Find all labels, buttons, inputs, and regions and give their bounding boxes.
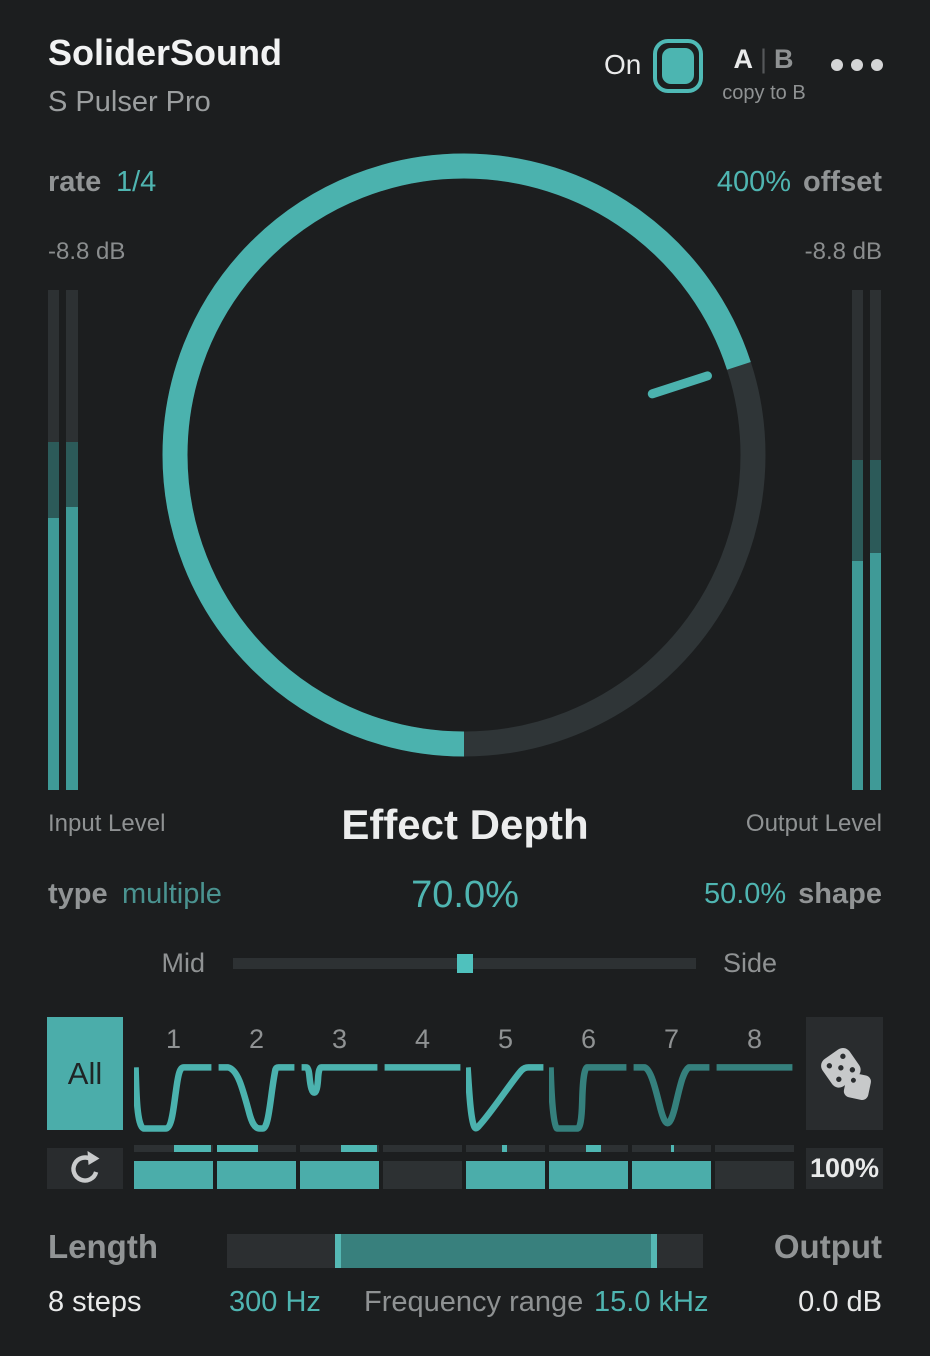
menu-button[interactable]: [831, 59, 883, 71]
step-mini-slider[interactable]: [383, 1145, 462, 1152]
rate-value[interactable]: 1/4: [116, 166, 157, 198]
dice-icon: [820, 1047, 871, 1100]
output-gain-value[interactable]: 0.0 dB: [798, 1286, 882, 1318]
output-meter-label: Output Level: [745, 810, 882, 837]
shape-control: 50.0% shape: [704, 878, 882, 911]
step-mini-slider[interactable]: [715, 1145, 794, 1152]
knob-arc: [162, 153, 766, 757]
all-steps-button[interactable]: All: [47, 1017, 123, 1130]
rate-label: rate: [48, 166, 102, 198]
offset-control: 400% offset: [717, 166, 882, 199]
step-number: 6: [580, 1024, 597, 1054]
step-enable-block[interactable]: [300, 1161, 379, 1189]
refresh-icon: [71, 1150, 100, 1183]
ab-a-label[interactable]: A: [733, 44, 754, 74]
step-wave-display[interactable]: [300, 1060, 379, 1138]
knob-pointer: [647, 371, 712, 399]
brand-title: SoliderSound: [48, 32, 282, 73]
step-number: 8: [746, 1024, 763, 1054]
step-mini-slider-fill: [586, 1145, 602, 1152]
step-mini-slider-fill: [501, 1145, 508, 1152]
shape-label: shape: [798, 878, 882, 910]
step-number: 3: [331, 1024, 348, 1054]
ab-b-label[interactable]: B: [774, 44, 795, 74]
copy-to-b-button[interactable]: copy to B: [722, 82, 806, 104]
step-mini-slider[interactable]: [300, 1145, 379, 1152]
step-enable-block[interactable]: [217, 1161, 296, 1189]
step-wave-display[interactable]: [134, 1060, 213, 1138]
step-mini-slider[interactable]: [134, 1145, 213, 1152]
step-wave-display[interactable]: [217, 1060, 296, 1138]
step-number: 1: [165, 1024, 182, 1054]
output-label: Output: [773, 1228, 882, 1265]
mid-label: Mid: [161, 948, 205, 978]
offset-label: offset: [803, 166, 882, 198]
step-enable-block[interactable]: [549, 1161, 628, 1189]
ellipsis-icon: [851, 59, 863, 71]
type-label: type: [48, 878, 108, 910]
step-enable-block[interactable]: [466, 1161, 545, 1189]
ellipsis-icon: [871, 59, 883, 71]
length-label: Length: [48, 1228, 158, 1265]
randomize-button[interactable]: [806, 1017, 883, 1130]
effect-depth-knob[interactable]: [144, 135, 784, 775]
step-enable-block[interactable]: [134, 1161, 213, 1189]
step-number: 7: [663, 1024, 680, 1054]
ab-separator: |: [759, 44, 768, 74]
midside-slider[interactable]: [233, 954, 696, 973]
output-db-value: -8.8 dB: [804, 238, 882, 265]
input-meter-right: [66, 290, 78, 790]
step-mini-slider-fill: [217, 1145, 259, 1152]
power-toggle-icon: [662, 48, 694, 84]
reset-steps-button[interactable]: [47, 1148, 123, 1189]
power-toggle-button[interactable]: [653, 39, 703, 93]
freq-range-label: Frequency range: [364, 1286, 584, 1318]
ellipsis-icon: [831, 59, 843, 71]
step-wave-display[interactable]: [632, 1060, 711, 1138]
step-enable-block[interactable]: [715, 1161, 794, 1189]
offset-value[interactable]: 400%: [716, 166, 792, 198]
input-db-value: -8.8 dB: [48, 238, 126, 265]
step-wave-display[interactable]: [549, 1060, 628, 1138]
step-enable-block[interactable]: [383, 1161, 462, 1189]
step-mini-slider[interactable]: [466, 1145, 545, 1152]
steps-count-value[interactable]: 8 steps: [48, 1286, 142, 1318]
input-meter-label: Input Level: [48, 810, 166, 837]
random-amount-button[interactable]: 100%: [806, 1148, 883, 1189]
step-wave-display[interactable]: [715, 1060, 794, 1138]
input-meter-left: [48, 290, 59, 790]
ab-compare-control[interactable]: A | B copy to B: [716, 44, 812, 105]
output-meter-right: [870, 290, 881, 790]
step-mini-slider-fill: [173, 1145, 212, 1152]
power-label: On: [604, 49, 642, 80]
step-enable-block[interactable]: [632, 1161, 711, 1189]
step-mini-slider[interactable]: [549, 1145, 628, 1152]
freq-high-value[interactable]: 15.0 kHz: [594, 1286, 709, 1318]
freq-low-value[interactable]: 300 Hz: [229, 1286, 321, 1318]
step-number: 5: [497, 1024, 514, 1054]
plugin-name: S Pulser Pro: [48, 86, 211, 118]
knob-title: Effect Depth: [341, 801, 589, 848]
side-label: Side: [723, 948, 778, 978]
output-meter-left: [852, 290, 863, 790]
knob-value[interactable]: 70.0%: [411, 874, 519, 916]
ab-labels: A | B: [733, 44, 794, 75]
step-mini-slider[interactable]: [632, 1145, 711, 1152]
step-mini-slider[interactable]: [217, 1145, 296, 1152]
type-value[interactable]: multiple: [122, 878, 222, 910]
length-range-fill[interactable]: [335, 1234, 657, 1268]
step-wave-display[interactable]: [466, 1060, 545, 1138]
step-wave-display[interactable]: [383, 1060, 462, 1138]
step-mini-slider-fill: [341, 1145, 378, 1152]
step-mini-slider-fill: [670, 1145, 674, 1152]
midside-thumb[interactable]: [456, 954, 473, 973]
length-range-slider[interactable]: [227, 1234, 703, 1268]
shape-value[interactable]: 50.0%: [703, 878, 787, 910]
step-number: 2: [248, 1024, 265, 1054]
step-number: 4: [414, 1024, 431, 1054]
